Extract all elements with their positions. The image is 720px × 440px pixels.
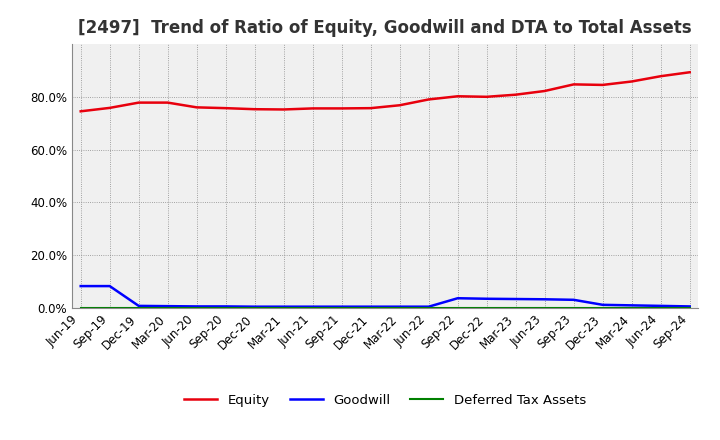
Deferred Tax Assets (279, 305, 288, 310)
Equity (395, 103, 404, 108)
Deferred Tax Assets (338, 305, 346, 310)
Equity (598, 82, 607, 88)
Equity (192, 105, 201, 110)
Equity (105, 105, 114, 110)
Goodwill (541, 297, 549, 302)
Equity (570, 82, 578, 87)
Title: [2497]  Trend of Ratio of Equity, Goodwill and DTA to Total Assets: [2497] Trend of Ratio of Equity, Goodwil… (78, 19, 692, 37)
Deferred Tax Assets (76, 305, 85, 310)
Equity (251, 106, 259, 112)
Goodwill (627, 303, 636, 308)
Deferred Tax Assets (308, 305, 317, 310)
Goodwill (192, 304, 201, 309)
Equity (163, 100, 172, 105)
Equity (76, 109, 85, 114)
Deferred Tax Assets (657, 305, 665, 310)
Deferred Tax Assets (163, 305, 172, 310)
Goodwill (76, 283, 85, 289)
Deferred Tax Assets (135, 305, 143, 310)
Equity (135, 100, 143, 105)
Deferred Tax Assets (598, 305, 607, 310)
Deferred Tax Assets (570, 305, 578, 310)
Equity (482, 94, 491, 99)
Goodwill (511, 297, 520, 302)
Goodwill (570, 297, 578, 302)
Deferred Tax Assets (482, 305, 491, 310)
Goodwill (279, 304, 288, 309)
Legend: Equity, Goodwill, Deferred Tax Assets: Equity, Goodwill, Deferred Tax Assets (179, 389, 591, 412)
Equity (221, 106, 230, 111)
Equity (627, 79, 636, 84)
Deferred Tax Assets (454, 305, 462, 310)
Deferred Tax Assets (541, 305, 549, 310)
Equity (279, 107, 288, 112)
Goodwill (685, 304, 694, 309)
Goodwill (395, 304, 404, 309)
Equity (657, 73, 665, 79)
Goodwill (105, 283, 114, 289)
Goodwill (308, 304, 317, 309)
Goodwill (221, 304, 230, 309)
Goodwill (424, 304, 433, 309)
Goodwill (366, 304, 375, 309)
Goodwill (251, 304, 259, 309)
Equity (338, 106, 346, 111)
Equity (308, 106, 317, 111)
Goodwill (135, 303, 143, 308)
Equity (454, 94, 462, 99)
Deferred Tax Assets (192, 305, 201, 310)
Equity (511, 92, 520, 97)
Goodwill (163, 304, 172, 309)
Deferred Tax Assets (221, 305, 230, 310)
Equity (366, 106, 375, 111)
Goodwill (338, 304, 346, 309)
Goodwill (598, 302, 607, 308)
Deferred Tax Assets (395, 305, 404, 310)
Deferred Tax Assets (511, 305, 520, 310)
Equity (424, 97, 433, 102)
Goodwill (657, 303, 665, 308)
Deferred Tax Assets (424, 305, 433, 310)
Deferred Tax Assets (627, 305, 636, 310)
Goodwill (454, 296, 462, 301)
Line: Equity: Equity (81, 72, 690, 111)
Deferred Tax Assets (685, 305, 694, 310)
Deferred Tax Assets (251, 305, 259, 310)
Deferred Tax Assets (366, 305, 375, 310)
Deferred Tax Assets (105, 305, 114, 310)
Equity (685, 70, 694, 75)
Goodwill (482, 296, 491, 301)
Equity (541, 88, 549, 94)
Line: Goodwill: Goodwill (81, 286, 690, 307)
